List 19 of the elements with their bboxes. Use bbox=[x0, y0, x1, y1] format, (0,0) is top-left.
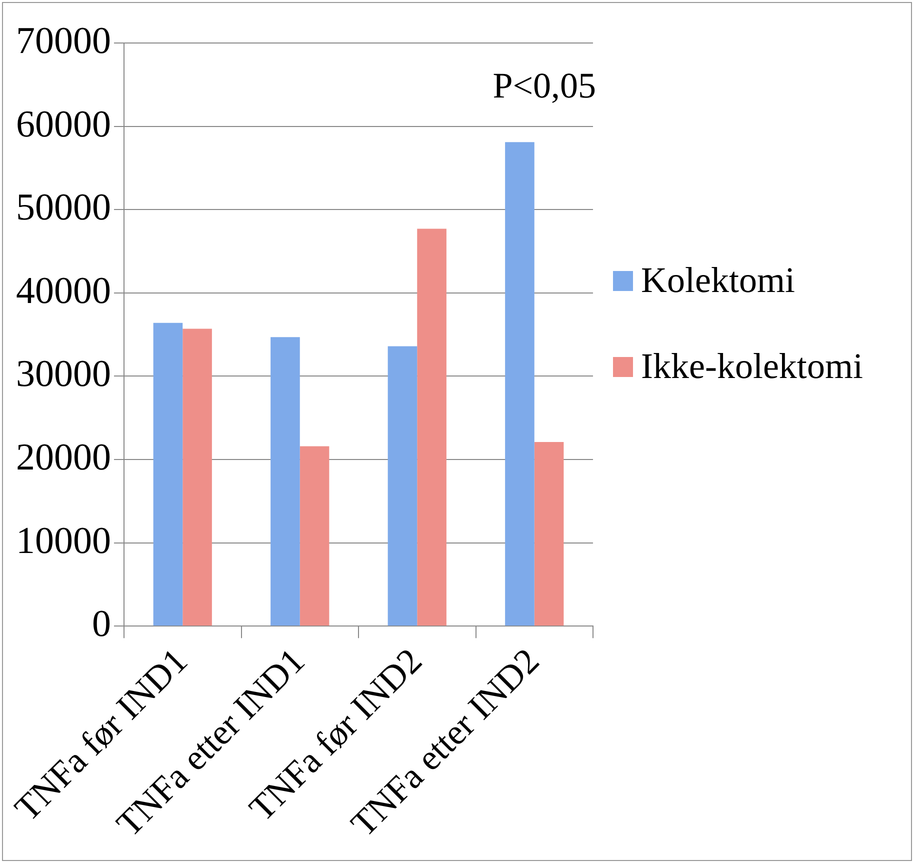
y-tick-label: 20000 bbox=[16, 436, 111, 479]
bar bbox=[505, 142, 534, 626]
bar bbox=[300, 446, 330, 626]
bar bbox=[388, 346, 418, 626]
y-tick-label: 0 bbox=[92, 603, 111, 646]
y-tick-label: 60000 bbox=[16, 103, 111, 146]
y-tick-label: 30000 bbox=[16, 353, 111, 396]
legend-label: Ikke-kolektomi bbox=[641, 345, 864, 387]
bar bbox=[417, 228, 446, 626]
bar bbox=[534, 442, 564, 626]
annotation: P<0,05 bbox=[492, 65, 596, 106]
y-tick-label: 50000 bbox=[16, 186, 111, 229]
bar bbox=[182, 328, 212, 626]
bar bbox=[270, 337, 300, 626]
legend-label: Kolektomi bbox=[641, 259, 796, 301]
y-tick-label: 40000 bbox=[16, 270, 111, 312]
bar bbox=[153, 322, 183, 626]
y-tick-label: 10000 bbox=[16, 520, 111, 562]
y-tick-label: 70000 bbox=[16, 20, 111, 62]
